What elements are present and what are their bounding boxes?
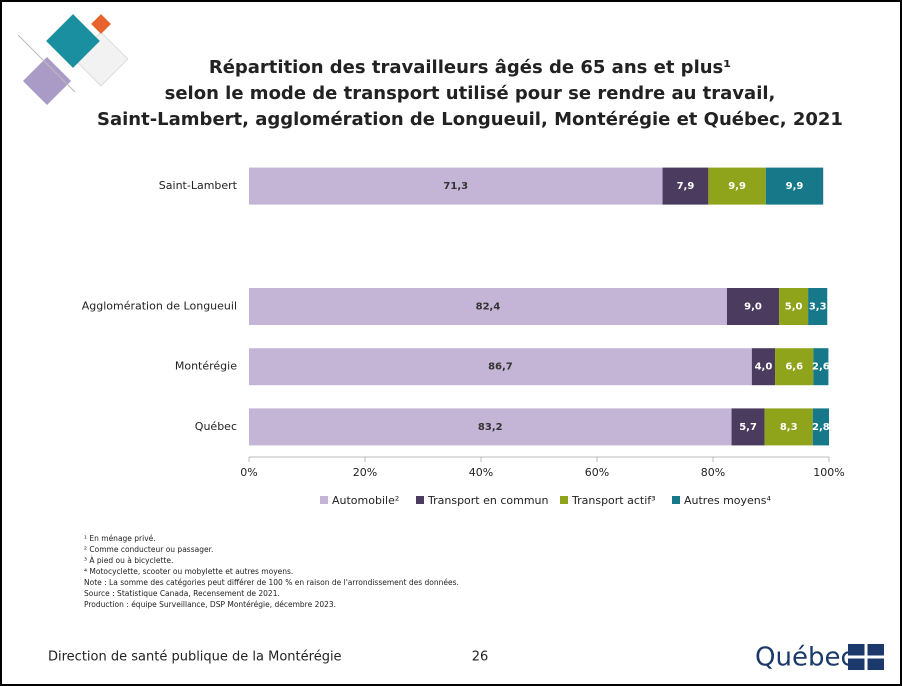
- value-label: 86,7: [488, 362, 513, 373]
- value-label: 83,2: [478, 422, 503, 433]
- footnote: ³ À pied ou à bicyclette.: [84, 556, 173, 565]
- x-tick-label: 0%: [240, 466, 257, 479]
- footnote: ⁴ Motocyclette, scooter ou mobylette et …: [84, 567, 293, 576]
- value-label: 9,9: [728, 181, 746, 192]
- chart-title: Saint-Lambert, agglomération de Longueui…: [97, 109, 843, 130]
- legend-swatch: [320, 496, 328, 504]
- page: Répartition des travailleurs âgés de 65 …: [0, 0, 902, 686]
- value-label: 7,9: [677, 181, 695, 192]
- chart-title: selon le mode de transport utilisé pour …: [165, 83, 776, 104]
- value-label: 4,0: [755, 362, 773, 373]
- value-label: 3,3: [809, 302, 827, 313]
- value-label: 9,9: [786, 181, 804, 192]
- value-label: 8,3: [780, 422, 798, 433]
- value-label: 9,0: [744, 302, 762, 313]
- logo-text: Québec: [755, 643, 855, 673]
- x-tick-label: 20%: [353, 466, 377, 479]
- value-label: 5,7: [739, 422, 757, 433]
- y-tick-label: Québec: [195, 420, 237, 433]
- footnote: Note : La somme des catégories peut diff…: [84, 578, 459, 587]
- value-label: 71,3: [443, 181, 468, 192]
- x-tick-label: 60%: [585, 466, 609, 479]
- x-tick-label: 100%: [813, 466, 844, 479]
- y-tick-label: Saint-Lambert: [159, 179, 238, 192]
- footnote: ¹ En ménage privé.: [84, 534, 156, 543]
- value-label: 2,6: [812, 362, 830, 373]
- legend-swatch: [416, 496, 424, 504]
- y-tick-label: Agglomération de Longueuil: [82, 300, 237, 313]
- footnote: Production : équipe Surveillance, DSP Mo…: [84, 600, 336, 609]
- legend-label: Transport actif³: [571, 494, 656, 507]
- footnote: ² Comme conducteur ou passager.: [84, 545, 213, 554]
- logo-flag: [848, 644, 884, 670]
- legend-label: Transport en commun: [427, 494, 549, 507]
- footnote: Source : Statistique Canada, Recensement…: [84, 589, 280, 598]
- value-label: 5,0: [785, 302, 803, 313]
- footer-text: Direction de santé publique de la Montér…: [48, 650, 342, 665]
- value-label: 2,8: [812, 422, 830, 433]
- chart-title: Répartition des travailleurs âgés de 65 …: [209, 57, 731, 78]
- value-label: 82,4: [476, 302, 501, 313]
- legend-swatch: [560, 496, 568, 504]
- legend-label: Automobile²: [332, 494, 399, 507]
- x-tick-label: 40%: [469, 466, 493, 479]
- x-tick-label: 80%: [701, 466, 725, 479]
- legend-label: Autres moyens⁴: [684, 494, 772, 507]
- y-tick-label: Montérégie: [175, 360, 237, 373]
- value-label: 6,6: [785, 362, 803, 373]
- page-number: 26: [472, 650, 489, 665]
- slide: Répartition des travailleurs âgés de 65 …: [0, 0, 902, 686]
- legend-swatch: [672, 496, 680, 504]
